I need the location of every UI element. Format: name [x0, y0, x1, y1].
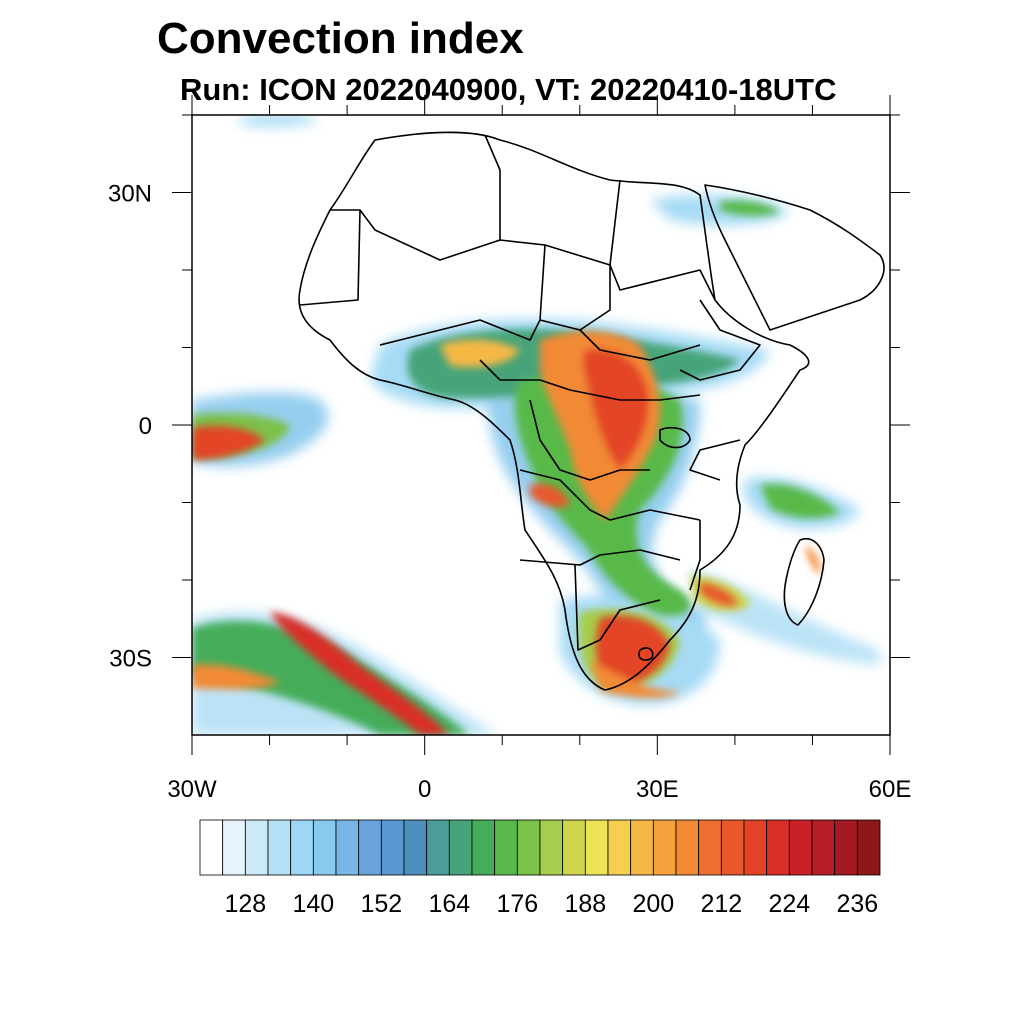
- colorbar-swatch: [675, 819, 700, 876]
- border-1: [330, 179, 621, 266]
- map-title: Convection index: [157, 14, 524, 63]
- border-17: [689, 439, 741, 481]
- border-8: [479, 359, 701, 401]
- colorbar-label: 128: [224, 890, 266, 918]
- colorbar: 128 140 152 164 176 188 200 212 224 236: [199, 819, 881, 918]
- field-west-orange: [440, 339, 520, 368]
- colorbar-swatch: [199, 819, 224, 876]
- border-9: [529, 399, 650, 481]
- colorbar-label: 140: [292, 890, 334, 918]
- colorbar-swatch: [448, 819, 473, 876]
- colorbar-swatch: [358, 819, 382, 876]
- colorbar-swatch: [267, 819, 292, 876]
- colorbar-swatch: [743, 819, 768, 876]
- colorbar-swatch: [607, 819, 632, 876]
- colorbar-swatch: [834, 819, 858, 876]
- border-3: [484, 134, 501, 240]
- colorbar-swatch: [788, 819, 813, 876]
- field-band-west: [192, 664, 280, 690]
- colorbar-swatch: [290, 819, 314, 876]
- arabia-coastline: [704, 184, 885, 331]
- colorbar-swatch: [652, 819, 677, 876]
- colorbar-swatch: [244, 819, 269, 876]
- x-tick-label: 0: [418, 776, 431, 803]
- colorbar-swatch: [494, 819, 518, 876]
- colorbar-label: 176: [496, 890, 538, 918]
- colorbar-label: 224: [768, 890, 810, 918]
- colorbar-swatch: [630, 819, 654, 876]
- border-11: [519, 549, 681, 566]
- x-tick-label: 60E: [869, 776, 912, 803]
- x-tick-label: 30W: [167, 776, 217, 803]
- colorbar-swatch: [426, 819, 450, 876]
- colorbar-swatch: [380, 819, 405, 876]
- border-13: [659, 426, 691, 449]
- border-15: [638, 647, 654, 661]
- field-moz-red: [700, 582, 738, 606]
- colorbar-swatch: [335, 819, 360, 876]
- colorbar-swatch: [471, 819, 496, 876]
- border-12: [574, 564, 661, 651]
- colorbar-swatch: [222, 819, 246, 876]
- border-7: [579, 329, 701, 361]
- colorbar-swatch: [811, 819, 836, 876]
- border-16: [689, 520, 701, 591]
- border-6: [539, 265, 611, 331]
- field-angola-red: [530, 483, 570, 507]
- colorbar-swatch: [403, 819, 428, 876]
- madagascar-coastline: [783, 538, 825, 626]
- map-subtitle: Run: ICON 2022040900, VT: 20220410-18UTC: [180, 72, 837, 107]
- field-arabia-mid: [720, 200, 780, 216]
- field-core-red: [582, 349, 649, 470]
- colorbar-label: 152: [360, 890, 402, 918]
- colorbar-swatch: [720, 819, 745, 876]
- field-atlantic-red: [192, 425, 265, 460]
- y-tick-label: 30N: [108, 181, 152, 208]
- colorbar-swatch: [698, 819, 722, 876]
- colorbar-swatch: [516, 819, 541, 876]
- colorbar-label: 236: [836, 890, 878, 918]
- country-borders: [298, 131, 885, 691]
- colorbar-swatch: [539, 819, 564, 876]
- border-10: [519, 469, 701, 521]
- border-4: [609, 264, 716, 301]
- colorbar-label: 212: [700, 890, 742, 918]
- colorbar-label: 200: [632, 890, 674, 918]
- field-madagascar-orange: [806, 545, 821, 575]
- africa-coastline: [298, 131, 810, 691]
- field-nmed-light: [240, 115, 320, 127]
- field-band-red: [270, 612, 450, 735]
- border-2: [299, 209, 361, 306]
- colorbar-label: 188: [564, 890, 606, 918]
- y-tick-label: 30S: [109, 646, 152, 673]
- colorbar-swatch: [856, 819, 881, 876]
- colorbar-label: 164: [428, 890, 470, 918]
- y-tick-label: 0: [139, 413, 152, 440]
- axis-labels: 30W 0 30E 60E 30N 0 30S: [108, 181, 911, 804]
- field-madagascar-mid: [760, 484, 840, 519]
- convection-field: [192, 115, 880, 735]
- border-14: [679, 299, 761, 381]
- colorbar-swatch: [312, 819, 337, 876]
- colorbar-swatch: [584, 819, 609, 876]
- colorbar-swatch: [562, 819, 586, 876]
- axis-ticks: [172, 95, 910, 755]
- field-sa-red: [595, 615, 670, 686]
- colorbar-swatch: [766, 819, 790, 876]
- x-tick-label: 30E: [636, 776, 679, 803]
